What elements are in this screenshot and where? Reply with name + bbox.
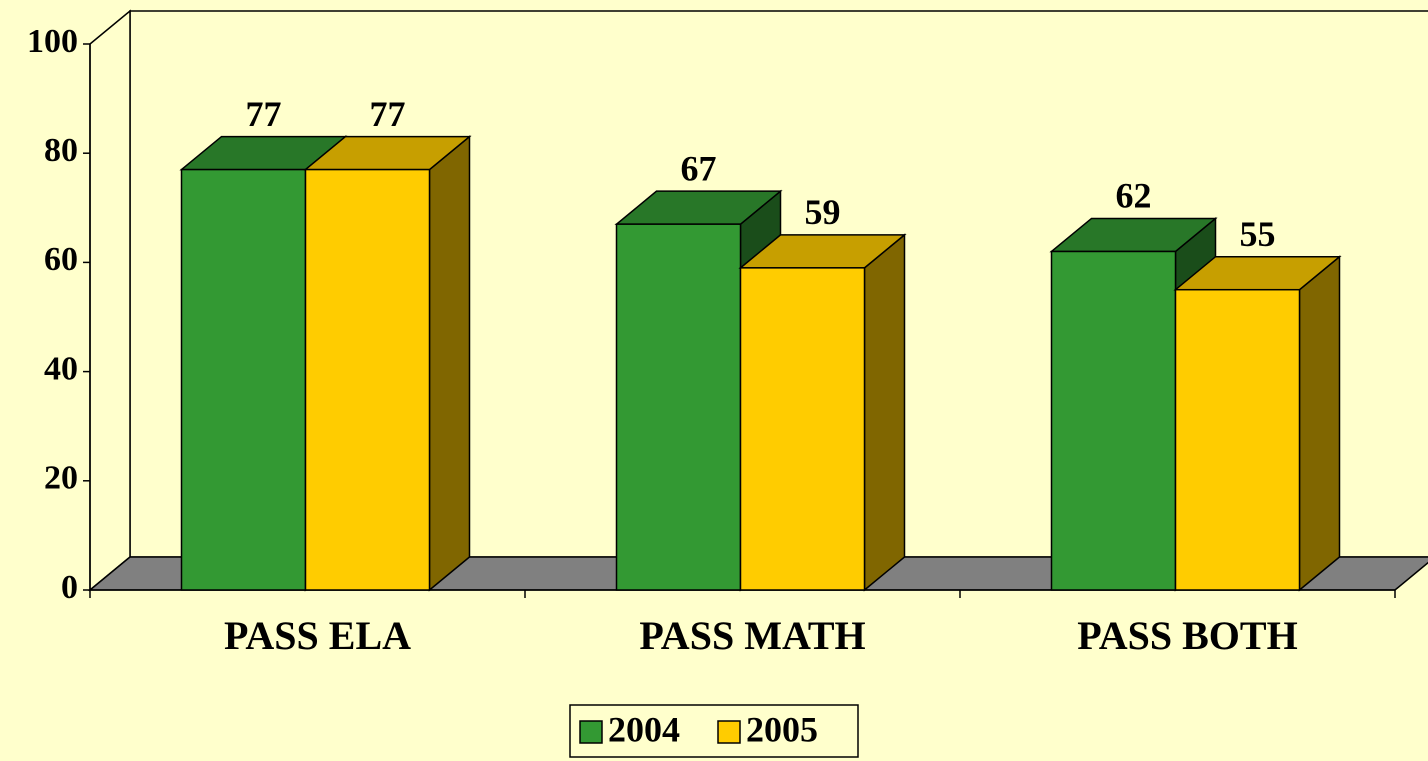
bar — [304, 168, 431, 591]
data-label: 77 — [246, 94, 282, 134]
y-tick-label: 0 — [61, 569, 78, 606]
bar-side — [863, 233, 906, 592]
bar — [180, 168, 307, 591]
x-tick-label: PASS BOTH — [1077, 613, 1297, 658]
legend-label: 2004 — [608, 709, 680, 749]
bar-side — [1298, 255, 1341, 592]
legend-box — [569, 704, 859, 758]
side-wall — [89, 9, 131, 592]
bar — [739, 267, 866, 591]
bar-side — [428, 134, 471, 592]
legend-swatch — [579, 720, 603, 744]
data-label: 55 — [1240, 214, 1276, 254]
bar — [1174, 288, 1301, 591]
y-tick-label: 60 — [44, 241, 78, 278]
y-tick-label: 80 — [44, 132, 78, 169]
y-tick-label: 40 — [44, 350, 78, 387]
data-label: 62 — [1116, 176, 1152, 216]
y-tick-label: 20 — [44, 460, 78, 497]
legend-label: 2005 — [746, 709, 818, 749]
legend-swatch — [717, 720, 741, 744]
bar — [1050, 250, 1177, 591]
data-label: 59 — [805, 192, 841, 232]
x-tick-label: PASS ELA — [224, 613, 411, 658]
data-label: 77 — [370, 94, 406, 134]
y-tick-label: 100 — [27, 23, 78, 60]
x-tick-label: PASS MATH — [639, 613, 865, 658]
data-label: 67 — [681, 148, 717, 188]
bar — [615, 223, 742, 591]
